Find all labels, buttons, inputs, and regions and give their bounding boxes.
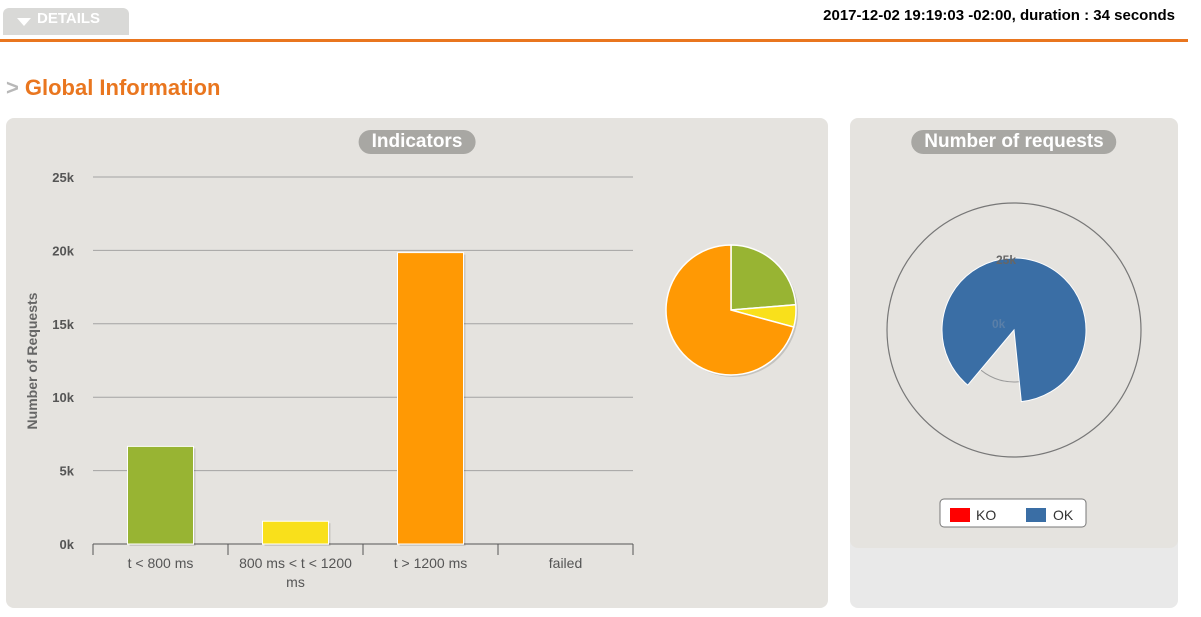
legend-label-ok[interactable]: OK xyxy=(1053,507,1074,523)
radial-axis-label: 25k xyxy=(996,253,1016,267)
requests-panel: Number of requests 25k 0k KO OK xyxy=(850,118,1178,548)
top-bar: DETAILS 2017-12-02 19:19:03 -02:00, dura… xyxy=(0,0,1188,42)
pie-slice[interactable] xyxy=(730,244,797,311)
details-label: DETAILS xyxy=(37,10,101,27)
x-tick-label: t > 1200 ms xyxy=(394,555,468,571)
legend-box xyxy=(939,498,1087,528)
y-tick-label: 5k xyxy=(60,464,75,479)
legend: KO OK xyxy=(939,498,1087,528)
y-tick-label: 10k xyxy=(52,390,74,405)
x-tick-label: t < 800 ms xyxy=(128,555,194,571)
x-tick-label: 800 ms < t < 1200 ms xyxy=(239,555,352,590)
radial-outer-ring xyxy=(886,202,1142,458)
bar[interactable] xyxy=(397,252,464,545)
requests-chart: 25k 0k KO OK xyxy=(886,202,1142,528)
triangle-down-icon xyxy=(17,18,31,26)
radial-bar-ok[interactable] xyxy=(941,257,1087,403)
bar[interactable] xyxy=(262,520,329,545)
indicators-panel: Indicators 0k 5k 10k 15k 20k 25k t < 800 ms 800… xyxy=(6,118,828,608)
y-tick-label: 20k xyxy=(52,243,74,258)
indicators-chart: 0k 5k 10k 15k 20k 25k t < 800 ms 800 ms < t < 1… xyxy=(24,170,798,590)
indicators-title: Indicators xyxy=(358,130,476,154)
legend-swatch-ok[interactable] xyxy=(1026,508,1046,522)
radial-axis-label: 0k xyxy=(992,317,1006,331)
bar[interactable] xyxy=(127,445,194,545)
chevron-right-icon: > xyxy=(6,75,19,100)
y-tick-label: 25k xyxy=(52,170,74,185)
section-title: > Global Information xyxy=(6,75,220,101)
pie-slice[interactable] xyxy=(665,244,795,376)
legend-swatch-ko[interactable] xyxy=(950,508,970,522)
requests-title: Number of requests xyxy=(911,130,1117,154)
run-info: 2017-12-02 19:19:03 -02:00, duration : 3… xyxy=(823,7,1175,24)
section-title-text: Global Information xyxy=(24,75,221,100)
details-toggle-button[interactable]: DETAILS xyxy=(3,8,129,35)
y-axis-title: Number of Requests xyxy=(24,292,40,429)
y-tick-label: 15k xyxy=(52,317,74,332)
y-tick-label: 0k xyxy=(60,537,75,552)
x-tick-label: failed xyxy=(549,555,582,571)
legend-label-ko[interactable]: KO xyxy=(976,507,996,523)
